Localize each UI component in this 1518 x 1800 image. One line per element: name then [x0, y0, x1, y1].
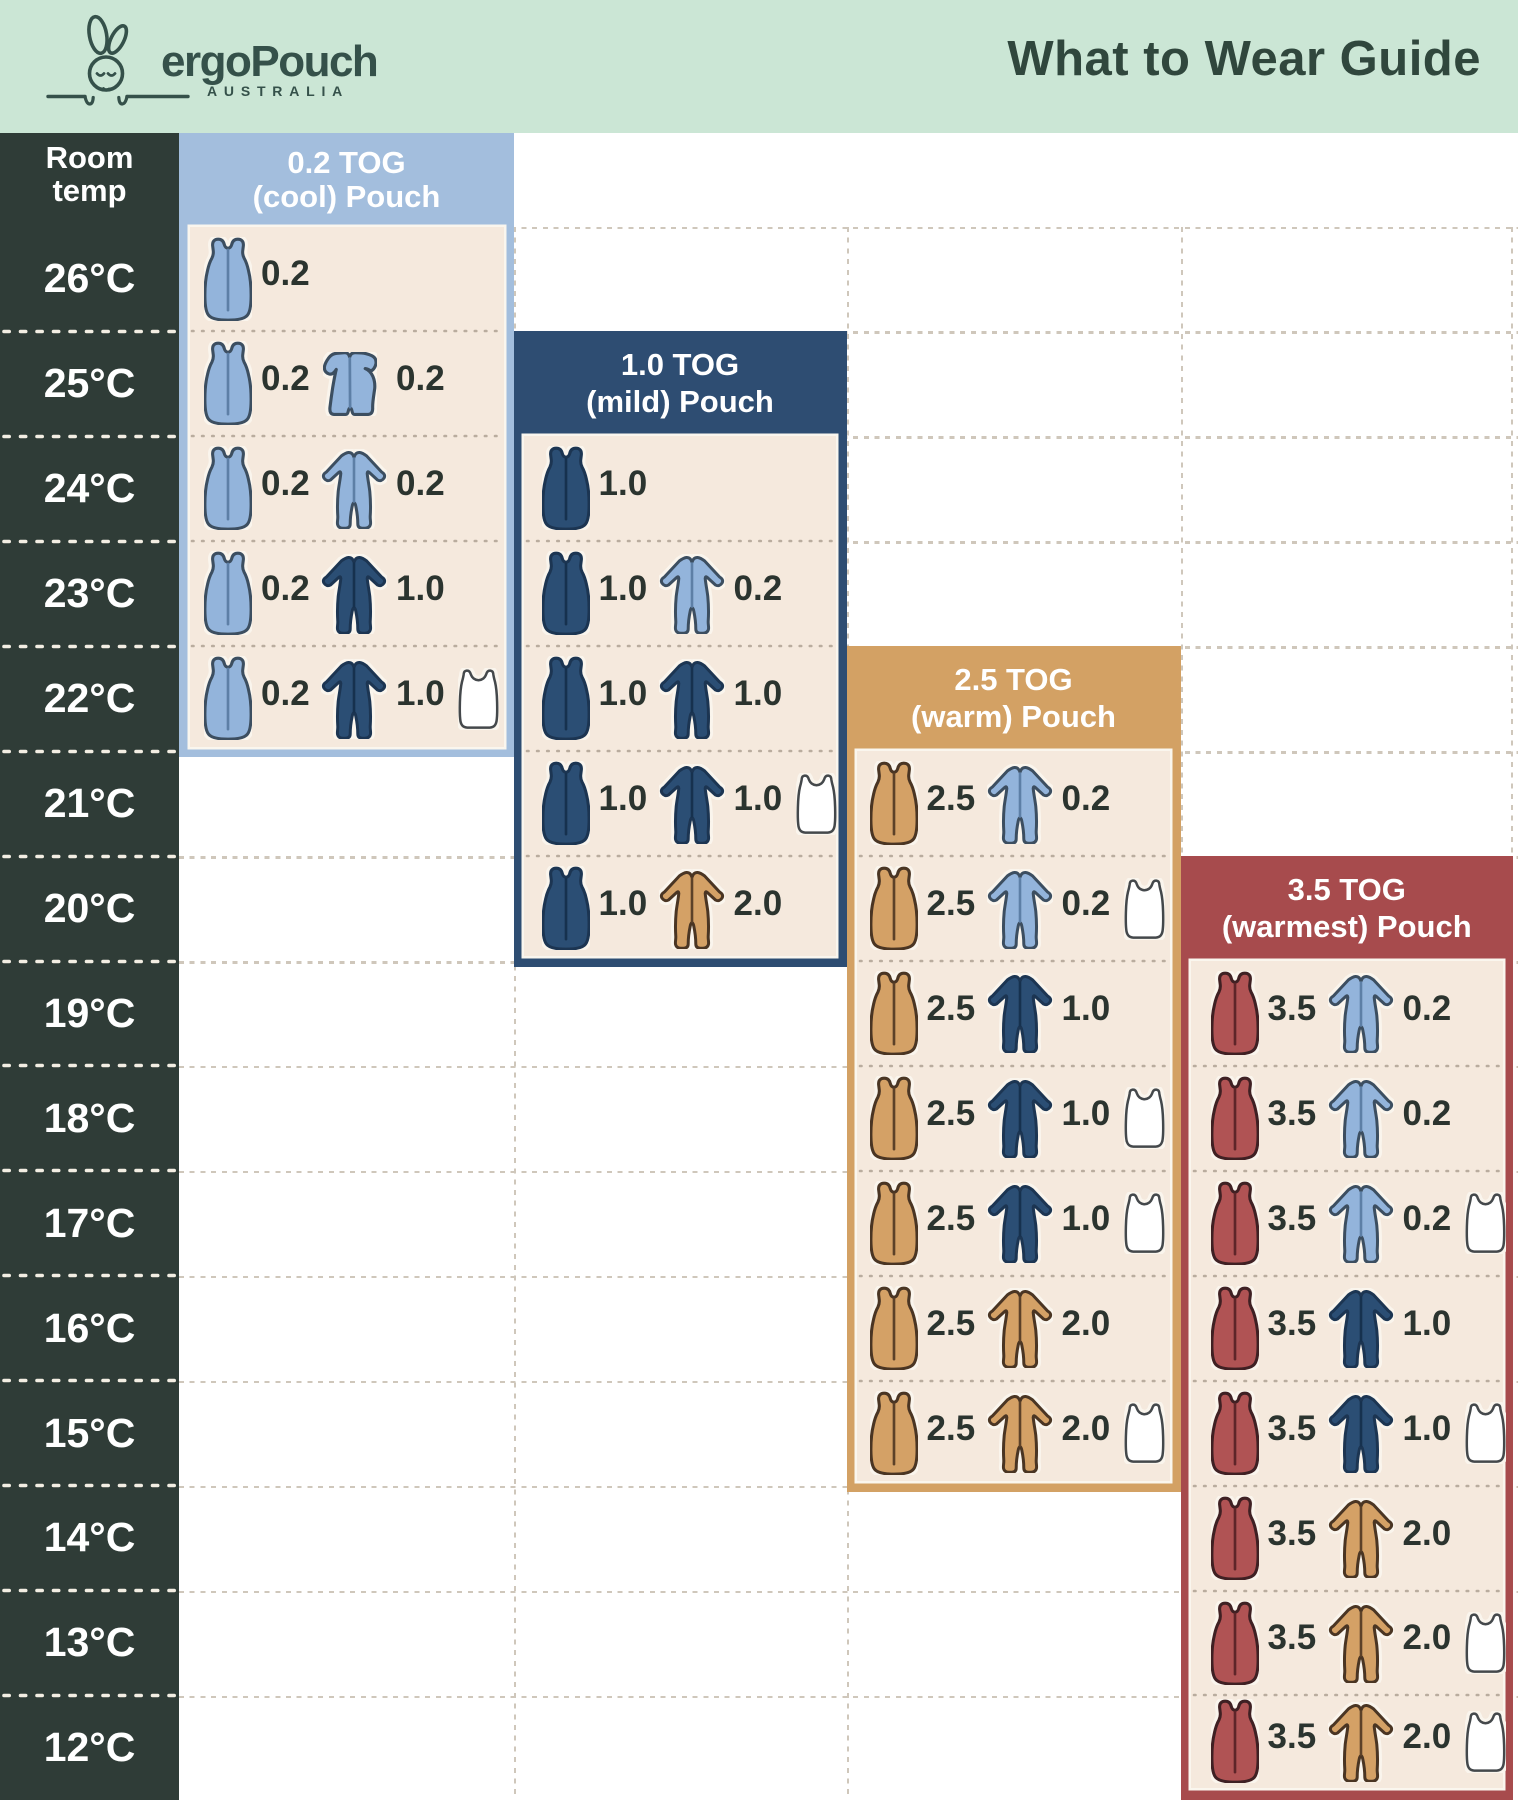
svg-text:ergoPouch: ergoPouch: [161, 37, 377, 86]
svg-text:AUSTRALIA: AUSTRALIA: [207, 83, 349, 99]
